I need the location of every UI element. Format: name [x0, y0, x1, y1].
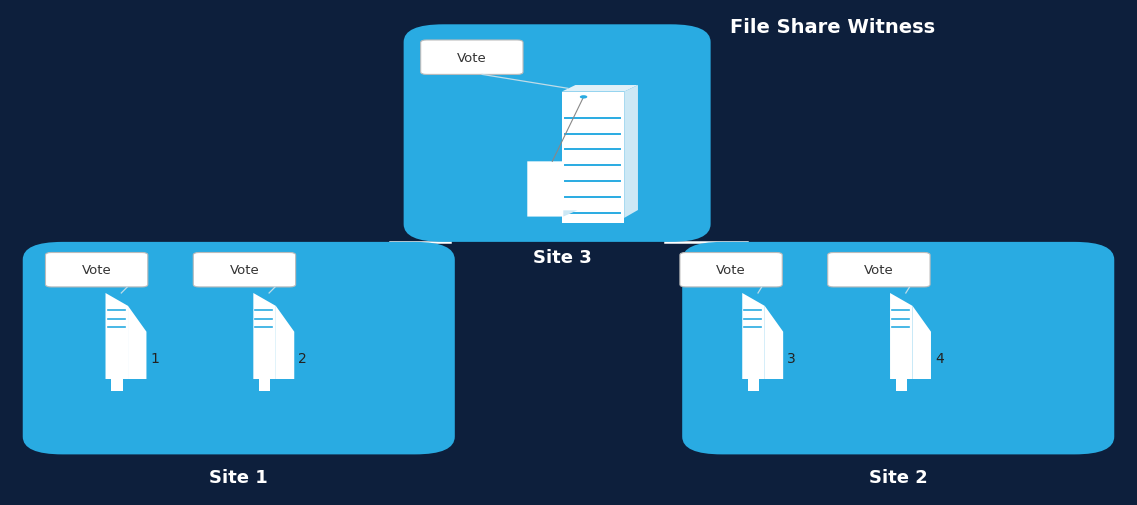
Text: 3: 3	[787, 351, 796, 365]
Polygon shape	[563, 211, 578, 217]
FancyBboxPatch shape	[421, 41, 523, 75]
FancyBboxPatch shape	[251, 392, 277, 398]
Text: 4: 4	[935, 351, 944, 365]
FancyBboxPatch shape	[45, 253, 148, 287]
FancyBboxPatch shape	[404, 25, 711, 242]
FancyBboxPatch shape	[562, 92, 624, 224]
FancyBboxPatch shape	[748, 379, 760, 395]
Text: Vote: Vote	[457, 52, 487, 65]
Polygon shape	[624, 86, 638, 219]
FancyBboxPatch shape	[828, 253, 930, 287]
Text: Vote: Vote	[230, 264, 259, 277]
Text: Site 2: Site 2	[869, 468, 928, 486]
Text: Vote: Vote	[82, 264, 111, 277]
FancyBboxPatch shape	[259, 379, 271, 395]
Polygon shape	[890, 293, 913, 379]
FancyBboxPatch shape	[680, 253, 782, 287]
Polygon shape	[742, 293, 765, 379]
FancyBboxPatch shape	[111, 379, 123, 395]
Text: Vote: Vote	[864, 264, 894, 277]
FancyBboxPatch shape	[108, 398, 125, 403]
Polygon shape	[765, 306, 783, 379]
Polygon shape	[913, 306, 931, 379]
Circle shape	[118, 292, 125, 295]
FancyBboxPatch shape	[740, 392, 766, 398]
Polygon shape	[528, 162, 578, 217]
Text: 2: 2	[298, 351, 307, 365]
Text: Vote: Vote	[716, 264, 746, 277]
FancyBboxPatch shape	[682, 242, 1114, 454]
FancyBboxPatch shape	[745, 398, 762, 403]
Circle shape	[755, 292, 762, 295]
FancyBboxPatch shape	[256, 398, 273, 403]
FancyBboxPatch shape	[103, 392, 130, 398]
Text: Site 3: Site 3	[533, 248, 592, 267]
Circle shape	[580, 96, 588, 99]
Polygon shape	[106, 293, 128, 379]
Circle shape	[903, 292, 910, 295]
Text: File Share Witness: File Share Witness	[730, 18, 935, 37]
Polygon shape	[254, 293, 276, 379]
FancyBboxPatch shape	[193, 253, 296, 287]
Text: Site 1: Site 1	[209, 468, 268, 486]
FancyBboxPatch shape	[23, 242, 455, 454]
Polygon shape	[128, 306, 147, 379]
FancyBboxPatch shape	[896, 379, 907, 395]
Text: 1: 1	[150, 351, 159, 365]
FancyBboxPatch shape	[893, 398, 910, 403]
Polygon shape	[562, 86, 638, 92]
Circle shape	[266, 292, 273, 295]
Polygon shape	[276, 306, 294, 379]
FancyBboxPatch shape	[888, 392, 914, 398]
